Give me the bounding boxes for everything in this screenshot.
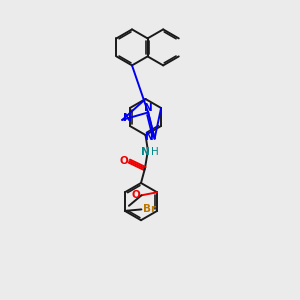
Text: Br: Br — [143, 204, 156, 214]
Text: N: N — [144, 103, 152, 112]
Text: O: O — [119, 155, 128, 166]
Text: N: N — [141, 147, 150, 157]
Text: N: N — [145, 132, 154, 142]
Text: O: O — [132, 190, 140, 200]
Text: N: N — [123, 113, 132, 123]
Text: H: H — [151, 147, 159, 157]
